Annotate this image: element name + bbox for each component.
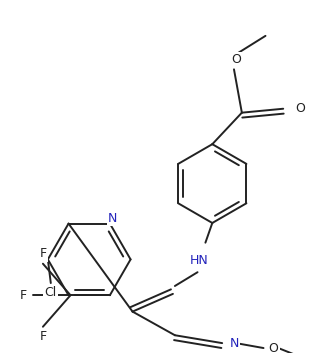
Text: F: F (20, 289, 27, 302)
Text: F: F (39, 247, 47, 260)
Text: O: O (268, 342, 278, 355)
Text: O: O (231, 53, 241, 66)
Text: O: O (295, 102, 305, 115)
Text: N: N (108, 212, 118, 225)
Text: N: N (229, 337, 239, 350)
Text: F: F (39, 330, 47, 343)
Text: HN: HN (190, 254, 209, 267)
Text: Cl: Cl (45, 286, 57, 300)
